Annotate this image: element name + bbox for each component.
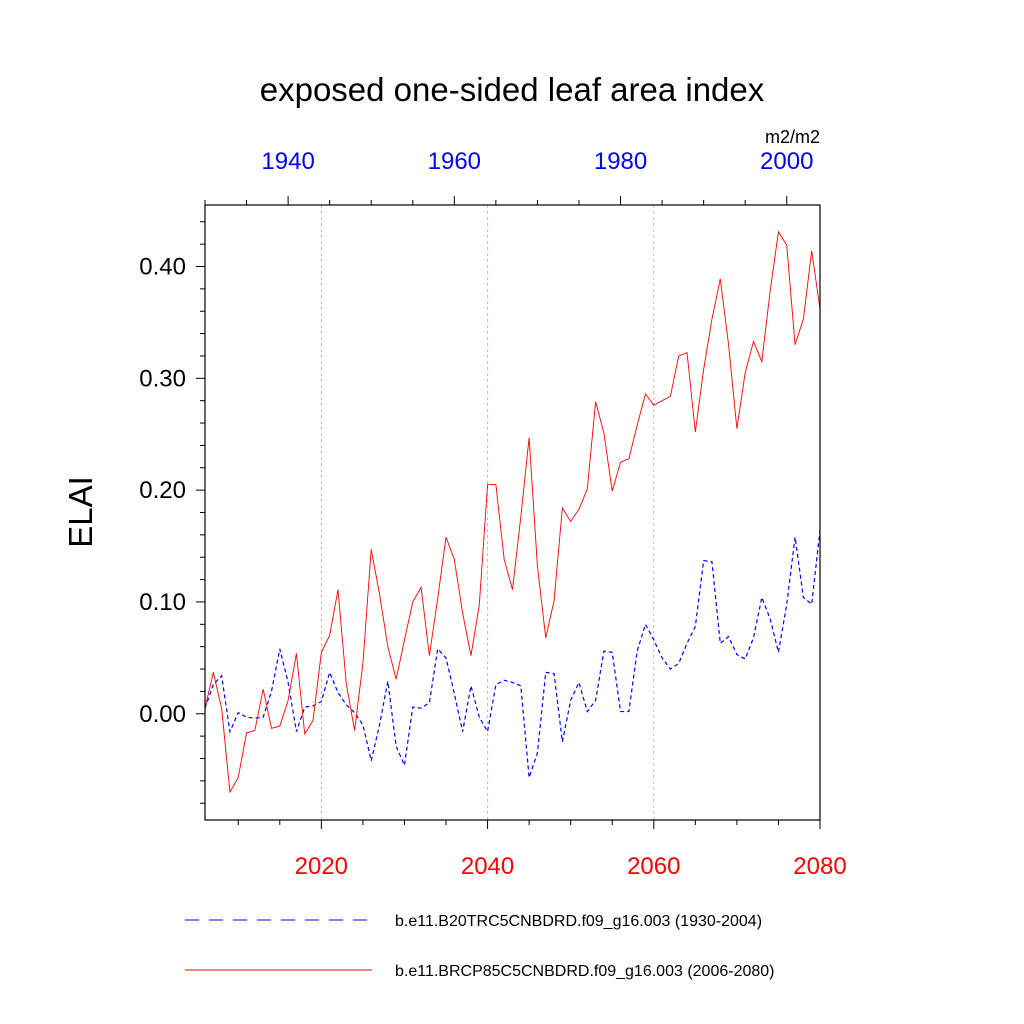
y-tick-label: 0.10 (139, 589, 186, 616)
series-line-1 (204, 530, 821, 778)
y-tick-label: 0.20 (139, 477, 186, 504)
legend: b.e11.B20TRC5CNBDRD.f09_g16.003 (1930-20… (185, 913, 774, 980)
y-tick-label: 0.00 (139, 701, 186, 728)
x-top-tick-label: 1940 (261, 148, 314, 175)
axes: 0.00 0.10 0.20 0.30 0.40 2020 2040 2060 2080 1940… (139, 148, 846, 880)
x-bottom-tick-label: 2080 (793, 853, 846, 880)
x-bottom-tick-label: 2020 (295, 853, 348, 880)
x-top-tick-label: 1960 (428, 148, 481, 175)
series-line-2 (204, 230, 821, 794)
units-label: m2/m2 (765, 127, 820, 147)
x-bottom-tick-label: 2040 (461, 853, 514, 880)
x-top-tick-label: 1980 (594, 148, 647, 175)
chart-title: exposed one-sided leaf area index (260, 71, 765, 108)
x-bottom-tick-label: 2060 (627, 853, 680, 880)
plot-frame (204, 204, 821, 821)
series-layer (204, 230, 821, 794)
x-top-tick-label: 2000 (760, 148, 813, 175)
legend-label-1: b.e11.B20TRC5CNBDRD.f09_g16.003 (1930-20… (395, 913, 762, 930)
y-tick-label: 0.40 (139, 254, 186, 281)
legend-label-2: b.e11.BRCP85C5CNBDRD.f09_g16.003 (2006-2… (395, 963, 774, 980)
y-tick-label: 0.30 (139, 365, 186, 392)
grid-lines (320, 205, 655, 820)
y-axis-label: ELAI (62, 476, 99, 548)
